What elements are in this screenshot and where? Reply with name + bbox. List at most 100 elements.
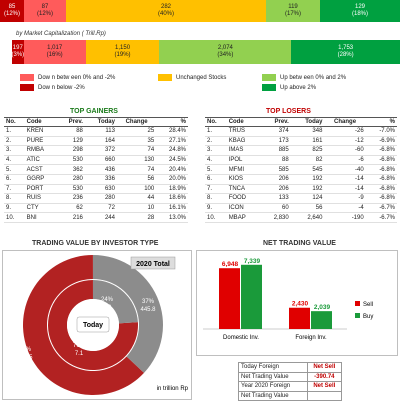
cap-segment: 1,150 (19%) (85, 40, 160, 64)
inner-domestic-pct: 76% (73, 343, 86, 349)
table-row: 1. TRUS 374 348 -26 -7.0% (205, 126, 397, 137)
gainer-cell: RUIS (24, 193, 58, 204)
loser-cell: -6.8% (365, 164, 397, 175)
gainer-cell: 3. (4, 145, 25, 156)
loser-cell: 5. (205, 164, 227, 175)
loser-cell: -6.8% (365, 184, 397, 195)
loser-cell: -7.0% (365, 126, 397, 137)
loser-cell: 1. (205, 126, 227, 137)
stock-count-bar: 85 (12%) 87 (12%) 282 (40%) 119 (17%) 129 (18%) (0, 0, 400, 22)
count-pct: (40%) (157, 11, 174, 17)
loser-cell: MBAP (226, 212, 261, 223)
count-pct: (17%) (284, 11, 301, 17)
legend-down-0-2: Dow n betw een 0% and -2% (20, 74, 115, 81)
foreign-label: Today Foreign (238, 362, 308, 373)
count-segment: 85 (12%) (0, 0, 24, 22)
table-row: 7. TNCA 206 192 -14 -6.8% (205, 184, 397, 195)
gainer-cell: 18.9% (156, 184, 188, 195)
foreign-label: Net Trading Value (238, 371, 308, 383)
loser-cell: 2,640 (290, 212, 325, 223)
table-row: 5. ACST 362 436 74 20.4% (4, 164, 188, 175)
count-value: 87 (41, 4, 49, 10)
loser-cell: -6.7% (365, 203, 397, 214)
table-row: 4. IPOL 88 82 -6 -6.8% (205, 155, 397, 166)
loser-header: Change (324, 117, 366, 127)
loser-cell: 133 (260, 193, 291, 204)
gainer-cell: RMBA (24, 145, 58, 156)
loser-header: % (365, 117, 397, 127)
net-legend-swatch (355, 301, 360, 306)
loser-cell: KBAG (226, 136, 261, 147)
gainer-cell: 244 (84, 212, 117, 223)
net-legend-swatch (355, 313, 360, 318)
investor-type-panel: 2020 Total Today 37% 445.8 63% 780.5 24%… (2, 250, 192, 400)
loser-cell: -9 (324, 193, 366, 204)
top-losers-table: No. Code Prev. Today Change% 1. TRUS 374 348 -26-… (205, 117, 397, 223)
count-segment: 119 (17%) (266, 0, 320, 22)
net-bar-label: 6,948 (222, 261, 239, 268)
loser-cell: -190 (324, 212, 366, 223)
table-row: 4. ATIC 530 660 130 24.5% (4, 155, 188, 166)
outer-domestic-pct: 63% (19, 347, 32, 353)
loser-header: Code (226, 117, 261, 127)
top-gainers-table: No. Code Prev. Today Change% 1. KREN 88 113 25 28.… (4, 117, 188, 223)
outer-domestic-slice (23, 255, 145, 395)
gainer-cell: 530 (57, 184, 85, 195)
outer-domestic-val: 780.5 (17, 355, 33, 361)
cap-value: 1,150 (115, 45, 131, 51)
loser-cell: -14 (324, 174, 366, 185)
loser-cell: KIOS (226, 174, 261, 185)
gainer-cell: KREN (24, 126, 58, 137)
gainer-cell: 336 (84, 174, 117, 185)
cap-segment: 1,017 (16%) (23, 40, 86, 64)
gainer-cell: 13.0% (156, 212, 188, 223)
loser-cell: 825 (290, 145, 325, 156)
cap-value: 1,017 (47, 45, 63, 51)
gainer-cell: 280 (84, 193, 117, 204)
net-trading-chart: 6,948 7,339 Domestic Inv. 2,430 2,039 Foreign… (203, 258, 373, 341)
gainer-cell: 72 (84, 203, 117, 214)
loser-cell: -6.8% (365, 174, 397, 185)
gainer-cell: 2. (4, 136, 25, 147)
table-row: 8. FOOD 133 124 -9 -6.8% (205, 193, 397, 204)
loser-cell: 2,830 (260, 212, 291, 223)
gainer-cell: ACST (24, 164, 58, 175)
gainer-cell: 24.5% (156, 155, 188, 166)
gainer-header: Code (24, 117, 58, 127)
legend-down-below: Dow n below -2% (20, 84, 85, 91)
gainer-cell: 298 (57, 145, 85, 156)
count-value: 129 (354, 4, 365, 10)
net-category-label: Foreign Inv. (295, 335, 327, 341)
loser-cell: 82 (290, 155, 325, 166)
gainer-cell: 7. (4, 184, 25, 195)
cap-value: 1,753 (338, 45, 354, 51)
net-category-label: Domestic Inv. (223, 335, 259, 341)
loser-header: Today (290, 117, 325, 127)
foreign-value: Net Sell (306, 362, 343, 373)
gainer-cell: 24.8% (156, 145, 188, 156)
gainer-cell: ATIC (24, 155, 58, 166)
gainer-cell: GGRP (24, 174, 58, 185)
legend-up-above: Up above 2% (262, 84, 316, 91)
inner-foreign-val: 2.2 (103, 305, 112, 311)
loser-header: Prev. (260, 117, 291, 127)
net-bar (219, 268, 240, 329)
loser-cell: MFMI (226, 164, 261, 175)
loser-cell: TNCA (226, 184, 261, 195)
gainer-cell: 16.1% (156, 203, 188, 214)
net-trading-panel: 6,948 7,339 Domestic Inv. 2,430 2,039 Foreign… (196, 250, 398, 356)
count-value: 282 (160, 4, 171, 10)
table-row: 1. KREN 88 113 25 28.4% (4, 126, 188, 137)
gainer-cell: 28.4% (156, 126, 188, 137)
loser-cell: 88 (260, 155, 291, 166)
table-row: Net Trading Value (238, 390, 343, 402)
net-legend-label: Sell (363, 302, 373, 308)
loser-cell: 348 (290, 126, 325, 137)
cap-pct: (34%) (217, 52, 234, 58)
table-row: 3. RMBA 298 372 74 24.8% (4, 145, 188, 156)
gainer-cell: 27.1% (156, 136, 188, 147)
loser-cell: 173 (260, 136, 291, 147)
foreign-label: Net Trading Value (238, 390, 308, 402)
cap-value: 2,074 (217, 45, 233, 51)
loser-cell: 206 (260, 184, 291, 195)
